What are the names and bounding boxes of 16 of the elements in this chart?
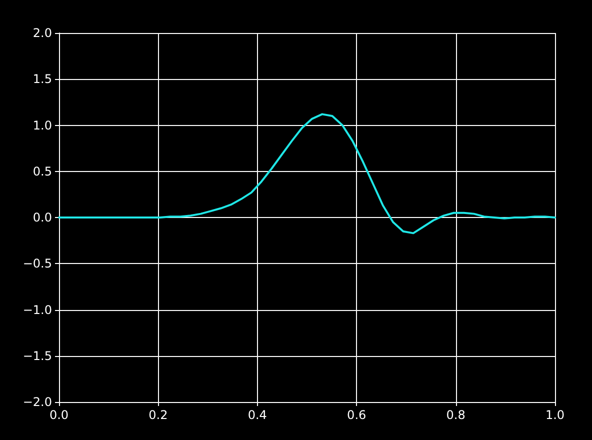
y-tick-label: 2.0 — [32, 26, 52, 40]
x-tick-label: 0.8 — [446, 408, 466, 422]
x-tick-label: 0.6 — [347, 408, 366, 422]
x-tick-label: 0.0 — [49, 408, 69, 422]
y-tick-label: −0.5 — [22, 256, 52, 271]
x-tick-label: 1.0 — [545, 408, 565, 422]
y-tick-label: 1.0 — [32, 118, 52, 132]
y-tick-label: −2.0 — [22, 395, 52, 409]
y-tick-label: 0.0 — [32, 210, 52, 224]
y-tick-label: −1.0 — [22, 302, 52, 317]
line-series — [58, 113, 556, 234]
y-tick-label: 1.5 — [32, 72, 52, 86]
y-tick-label: −1.5 — [22, 348, 52, 363]
x-tick-label: 0.4 — [248, 408, 267, 422]
x-tick-label: 0.2 — [148, 408, 168, 422]
y-tick-label: 0.5 — [32, 164, 52, 178]
